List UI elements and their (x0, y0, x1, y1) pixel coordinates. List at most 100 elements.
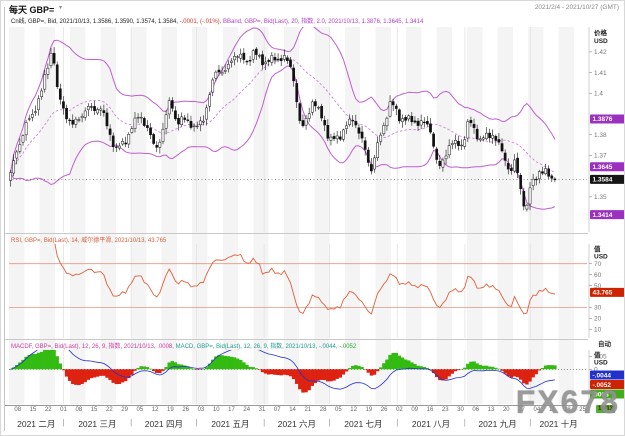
svg-text:60: 60 (594, 272, 602, 279)
date-range-label: 2021/2/4 - 2021/10/27 (GMT) (534, 4, 619, 11)
x-axis-month-separator: | (529, 418, 532, 427)
x-axis-week-label: 04 (533, 407, 541, 413)
x-axis-week-label: 19 (167, 407, 174, 413)
x-axis-week-label: 25 (579, 407, 586, 413)
svg-text:USD: USD (594, 360, 608, 367)
svg-text:-.0052: -.0052 (593, 382, 612, 389)
x-axis-week-label: 20 (502, 407, 510, 413)
x-axis-month-label: 2021 三月 (78, 419, 117, 429)
panel-divider-1[interactable] (5, 233, 588, 234)
svg-text:20: 20 (594, 316, 602, 323)
x-axis-week-label: 03 (197, 407, 205, 413)
x-axis-week-label: 08 (75, 407, 83, 413)
svg-text:1.37: 1.37 (594, 153, 607, 160)
x-axis-week-label: 05 (335, 407, 342, 413)
fx678-watermark: FX678 (515, 384, 620, 420)
x-axis-month-label: 2021 六月 (277, 419, 317, 429)
svg-text:1.3584: 1.3584 (593, 177, 613, 184)
svg-text:30: 30 (594, 305, 602, 312)
svg-text:.0008: .0008 (593, 391, 610, 398)
svg-text:-.0044: -.0044 (593, 372, 612, 379)
svg-text:1.38: 1.38 (594, 132, 607, 139)
x-axis-month-label: 2021 七月 (344, 419, 383, 429)
svg-text:70: 70 (594, 261, 602, 268)
svg-text:值: 值 (594, 244, 601, 253)
x-axis-month-label: 2021 九月 (478, 419, 517, 429)
rsi-legend: RSI, GBP=, Bid(Last), 14, 威尔德平滑, 2021/10… (11, 235, 166, 244)
x-axis-week-label: 21 (304, 407, 312, 413)
macd-signal-legend-text: -.0052 (339, 344, 357, 350)
x-axis-week-label: 24 (243, 407, 251, 413)
x-axis-month-separator: | (62, 418, 65, 427)
svg-text:1.3414: 1.3414 (593, 212, 613, 219)
x-axis-week-label: 07 (273, 407, 281, 413)
x-axis-week-label: 06 (472, 407, 480, 413)
candle-legend-text: Cn线, GBP=, Bid, 2021/10/13, 1.3586, 1.35… (11, 19, 178, 25)
x-axis-week-label: 27 (518, 407, 525, 413)
svg-text:价格: 价格 (594, 28, 608, 37)
x-axis-week-label: 02 (396, 407, 403, 413)
x-axis-week-label: 18 (564, 407, 571, 413)
x-axis-week-label: 15 (90, 407, 98, 413)
x-axis-week-label: 28 (319, 407, 327, 413)
x-axis-month-label: 2021 八月 (411, 419, 451, 429)
svg-text:1.4: 1.4 (594, 91, 603, 98)
main-legend: Cn线, GBP=, Bid, 2021/10/13, 1.3586, 1.35… (11, 16, 423, 25)
x-axis-week-label: 12 (350, 407, 357, 413)
x-axis-week-label: 22 (44, 407, 52, 413)
x-axis-week-label: 29 (121, 407, 128, 413)
x-axis-week-label: 01 (60, 407, 67, 413)
svg-text:USD: USD (594, 38, 608, 45)
chart-title[interactable]: 每天 GBP= (9, 5, 55, 15)
x-axis-month-label: 2021 四月 (144, 419, 183, 429)
x-axis-week-label: 12 (151, 407, 159, 413)
macd-legend-text: MACD, GBP=, Bid(Last), 12, 26, 9, 指数, 20… (175, 344, 338, 350)
svg-text:.005: .005 (594, 354, 607, 361)
x-axis-week-labels: 08 15 22 01 08 15 22 29 05 12 19 26 03 10 17 24 31 07 14 21… (1, 407, 624, 416)
svg-text:50: 50 (594, 283, 602, 290)
x-axis-month-label: 2021 五月 (211, 419, 250, 429)
chart-title-menu-icon[interactable]: ▾ (59, 5, 63, 11)
x-axis-week-label: 05 (136, 407, 144, 413)
x-axis-month-separator: | (263, 418, 266, 427)
macdf-legend-text: MACDF, GBP=, Bid(Last), 12, 26, 9, 指数, 2… (11, 344, 174, 350)
svg-text:0: 0 (594, 367, 598, 374)
x-axis-week-label: 19 (365, 407, 373, 413)
x-axis-month-labels: 2021 二月 2021 三月 2021 四月 2021 五月 2021 六月 2021 … (1, 416, 624, 430)
x-axis-week-label: 10 (212, 407, 220, 413)
x-axis-month-separator: | (130, 418, 133, 427)
x-axis-month-label: 2021 十月 (539, 419, 578, 429)
x-axis-month-separator: | (328, 418, 331, 427)
x-axis-week-label: 26 (380, 407, 388, 413)
svg-text:43.765: 43.765 (593, 290, 613, 297)
x-axis-week-label: 16 (426, 407, 434, 413)
x-axis-month-separator: | (396, 418, 399, 427)
x-axis-week-label: 22 (105, 407, 113, 413)
macd-legend: MACDF, GBP=, Bid(Last), 12, 26, 9, 指数, 2… (11, 341, 356, 350)
panel-divider-2[interactable] (5, 339, 588, 340)
x-axis-week-label: 08 (14, 407, 22, 413)
svg-text:10: 10 (594, 327, 602, 334)
left-edge-rule (4, 7, 5, 431)
scale-mode-label: 自动 (598, 341, 611, 348)
x-axis-month-separator: | (463, 418, 466, 427)
x-axis-week-label: 15 (29, 407, 37, 413)
x-axis-month-label: 2021 二月 (17, 419, 56, 429)
x-axis-week-label: 30 (457, 407, 464, 413)
svg-text:1.3645: 1.3645 (593, 164, 613, 171)
x-axis-line (5, 405, 588, 406)
x-axis-week-label: 23 (441, 407, 449, 413)
svg-text:1.42: 1.42 (594, 49, 607, 56)
svg-text:值: 值 (594, 350, 601, 359)
x-axis-week-label: 26 (182, 407, 189, 413)
x-axis-week-label: 09 (411, 407, 419, 413)
current-date-badge: 10/13 (596, 405, 616, 413)
change-legend-text: -.0001, (-.01%), (179, 19, 222, 25)
x-axis-week-label: 14 (289, 407, 296, 413)
x-axis-week-label: 31 (258, 407, 266, 413)
svg-text:USD: USD (594, 254, 608, 261)
